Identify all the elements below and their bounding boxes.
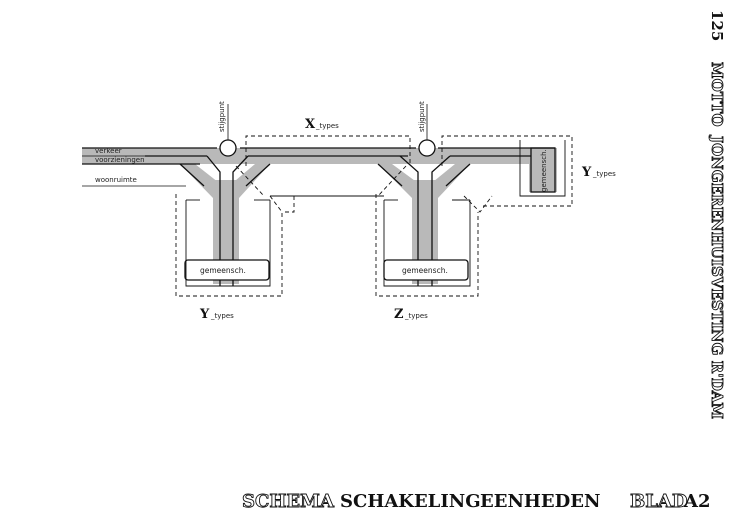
footer-title: SCHEMA SCHAKELING EENHEDEN BLAD A2 [242,491,711,513]
side-number: 125 [708,10,726,41]
footer-eenheden: EENHEDEN [480,491,600,512]
footer-schakeling: SCHAKELING [340,491,481,512]
label-stijgpunt-left: stijgpunt [218,101,226,132]
type-y-left-suffix: _types [210,312,234,320]
type-x-suffix: _types [315,122,339,130]
label-gemeensch-mid: gemeensch. [402,266,448,275]
room-envelopes [185,140,566,287]
type-y-right-suffix: _types [592,170,616,178]
footer-schema: SCHEMA [242,491,335,512]
footer-sheet: A2 [683,491,711,512]
circulation-bands [82,148,557,284]
label-gemeensch-left: gemeensch. [200,266,246,275]
corridor-lines [82,147,556,286]
type-y-right-letter: Y [581,165,592,180]
label-voorzieningen: voorzieningen [95,156,145,164]
type-z-suffix: _types [404,312,428,320]
type-outlines [175,135,573,297]
gemeensch-box-left [184,259,270,281]
type-x-letter: X [305,117,316,132]
label-leaders [82,155,186,187]
label-verkeer: verkeer [95,147,122,155]
type-y-left-letter: Y [199,307,210,322]
side-main-title: JONGERENHUISVESTING R'DAM [708,134,726,419]
label-gemeensch-right: gemeensch. [540,149,548,192]
stijgpunt-left [219,104,237,157]
side-title: 125 MOTTO JONGERENHUISVESTING R'DAM [708,10,727,419]
footer-blad: BLAD [630,491,687,512]
stijgpunt-right [418,104,436,157]
side-motto: MOTTO [708,62,726,127]
label-woonruimte: woonruimte [95,176,137,184]
type-z-letter: Z [394,307,404,322]
label-stijgpunt-right: stijgpunt [418,101,426,132]
